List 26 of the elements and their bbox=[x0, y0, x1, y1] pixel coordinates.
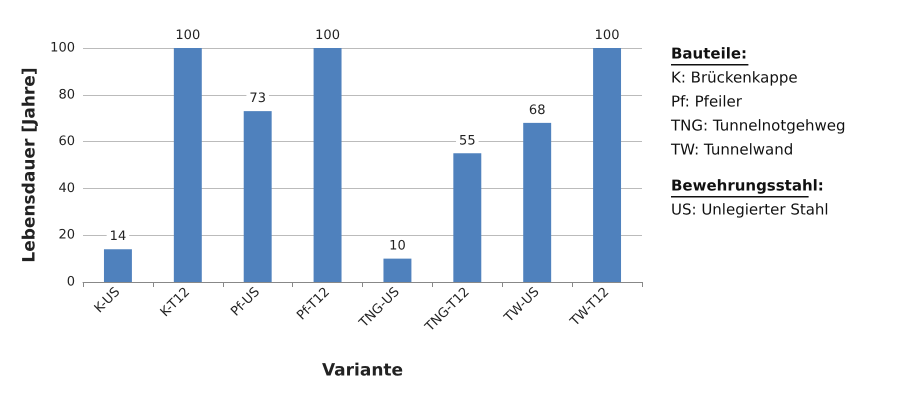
data-label: 68 bbox=[528, 102, 546, 118]
text: Bauteile: K: Brückenkappe Pf: Pfeiler TNG: Tunnelnotgehweg TW: Tunnelwand bbox=[670, 44, 846, 158]
bar bbox=[244, 111, 272, 282]
x-axis-title: Variante bbox=[322, 360, 404, 380]
data-label: 14 bbox=[110, 229, 126, 244]
y-tick-label: 40 bbox=[58, 180, 75, 196]
bar bbox=[104, 249, 132, 282]
bar bbox=[383, 258, 412, 282]
y-tick-label: 100 bbox=[50, 40, 75, 56]
bar bbox=[314, 48, 342, 282]
y-tick-label: 20 bbox=[58, 228, 75, 243]
data-label: 55 bbox=[459, 133, 476, 148]
bar bbox=[523, 122, 552, 282]
y-tick-label: 80 bbox=[58, 87, 75, 102]
y-axis-title: Lebensdauer [Jahre] bbox=[20, 67, 40, 263]
text: Bewehrungsstahl: US: Unlegierter Stahl bbox=[671, 176, 829, 218]
y-tick-label: 60 bbox=[58, 134, 75, 150]
data-label: 10 bbox=[389, 238, 406, 254]
data-label: 100 bbox=[175, 28, 200, 43]
data-label: 100 bbox=[315, 28, 340, 43]
bar bbox=[453, 153, 482, 282]
y-tick-label: 0 bbox=[66, 274, 75, 290]
data-label: 73 bbox=[249, 91, 266, 106]
data-label: 100 bbox=[594, 28, 620, 43]
bar bbox=[593, 48, 622, 282]
bar bbox=[174, 48, 202, 282]
